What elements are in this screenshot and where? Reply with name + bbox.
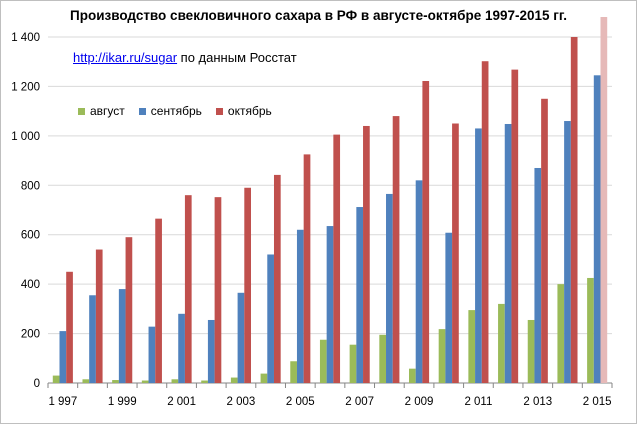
bar xyxy=(379,334,387,383)
bar xyxy=(178,313,185,383)
x-tick-label: 2 003 xyxy=(227,396,256,408)
bar xyxy=(141,380,149,383)
bar xyxy=(326,226,334,383)
bar xyxy=(452,123,459,383)
x-tick-label: 1 999 xyxy=(108,396,137,408)
bar xyxy=(587,277,594,383)
bar xyxy=(481,61,489,383)
legend-item-august: август xyxy=(78,104,125,118)
x-tick-label: 2 009 xyxy=(405,396,434,408)
bar xyxy=(95,249,103,383)
bar xyxy=(564,121,571,384)
bar xyxy=(534,167,542,383)
bar xyxy=(207,319,215,383)
bar xyxy=(527,319,535,383)
y-tick-label: 800 xyxy=(21,180,40,192)
bar xyxy=(541,98,548,384)
legend-item-september: сентябрь xyxy=(138,104,202,118)
bar xyxy=(511,69,519,383)
bar xyxy=(356,207,364,383)
bar xyxy=(214,197,222,383)
x-tick-label: 1 997 xyxy=(48,396,77,408)
bar xyxy=(66,271,73,383)
y-tick-label: 1 400 xyxy=(11,32,40,44)
y-tick-label: 200 xyxy=(21,329,40,341)
bar xyxy=(570,37,578,383)
bar xyxy=(504,123,512,383)
x-tick-label: 2 001 xyxy=(167,396,196,408)
bar xyxy=(260,373,268,383)
bar xyxy=(392,116,400,383)
bar xyxy=(363,125,370,383)
bar xyxy=(349,344,357,383)
chart-source: http://ikar.ru/sugar по данным Росстат xyxy=(73,50,297,65)
bar xyxy=(303,154,311,383)
y-tick-label: 1 200 xyxy=(11,81,40,93)
chart-title: Производство свекловичного сахара в РФ в… xyxy=(70,8,567,23)
y-tick-label: 0 xyxy=(34,378,40,390)
bar xyxy=(593,75,601,384)
bar xyxy=(296,229,304,383)
bar xyxy=(125,237,133,383)
bar xyxy=(557,284,565,383)
legend-swatch-october xyxy=(215,107,223,115)
x-tick-label: 2 013 xyxy=(523,396,552,408)
bar xyxy=(237,292,245,383)
bar xyxy=(184,195,192,383)
bar xyxy=(438,329,446,383)
bar xyxy=(445,232,453,383)
legend-swatch-august xyxy=(78,107,85,115)
bar xyxy=(468,310,476,383)
bar xyxy=(415,180,423,383)
legend-item-october: октябрь xyxy=(215,104,272,118)
bar xyxy=(118,289,126,383)
legend-label-october: октябрь xyxy=(227,104,272,118)
bar xyxy=(112,380,119,383)
x-tick-label: 2 011 xyxy=(464,396,492,408)
bar xyxy=(267,254,274,383)
x-tick-label: 2 015 xyxy=(583,396,612,408)
y-tick-label: 600 xyxy=(21,230,40,242)
x-tick-label: 2 007 xyxy=(345,396,374,408)
bar xyxy=(422,80,430,384)
legend-swatch-september xyxy=(138,107,146,115)
y-tick-label: 1 000 xyxy=(11,131,40,143)
bar xyxy=(201,380,208,383)
bar xyxy=(319,339,327,383)
bar xyxy=(155,218,162,383)
bar xyxy=(290,361,297,383)
bar xyxy=(273,174,281,383)
legend-label-september: сентябрь xyxy=(150,104,202,118)
bar xyxy=(386,193,393,383)
bar xyxy=(89,295,96,383)
source-link[interactable]: http://ikar.ru/sugar xyxy=(73,50,178,65)
legend-label-august: август xyxy=(90,104,125,118)
bar xyxy=(475,128,482,383)
bar xyxy=(230,377,238,383)
bar xyxy=(409,368,416,383)
bar xyxy=(52,375,60,383)
bar xyxy=(244,187,251,383)
chart-legend: август сентябрь октябрь xyxy=(78,104,272,118)
bar xyxy=(333,134,341,383)
x-tick-label: 2 005 xyxy=(286,396,315,408)
source-text: по данным Росстат xyxy=(177,50,297,65)
bar xyxy=(498,303,505,383)
bar xyxy=(171,379,179,383)
y-tick-label: 400 xyxy=(21,279,40,291)
bar xyxy=(148,326,156,383)
bar xyxy=(82,379,90,383)
bar xyxy=(59,331,67,383)
bar xyxy=(600,17,608,383)
